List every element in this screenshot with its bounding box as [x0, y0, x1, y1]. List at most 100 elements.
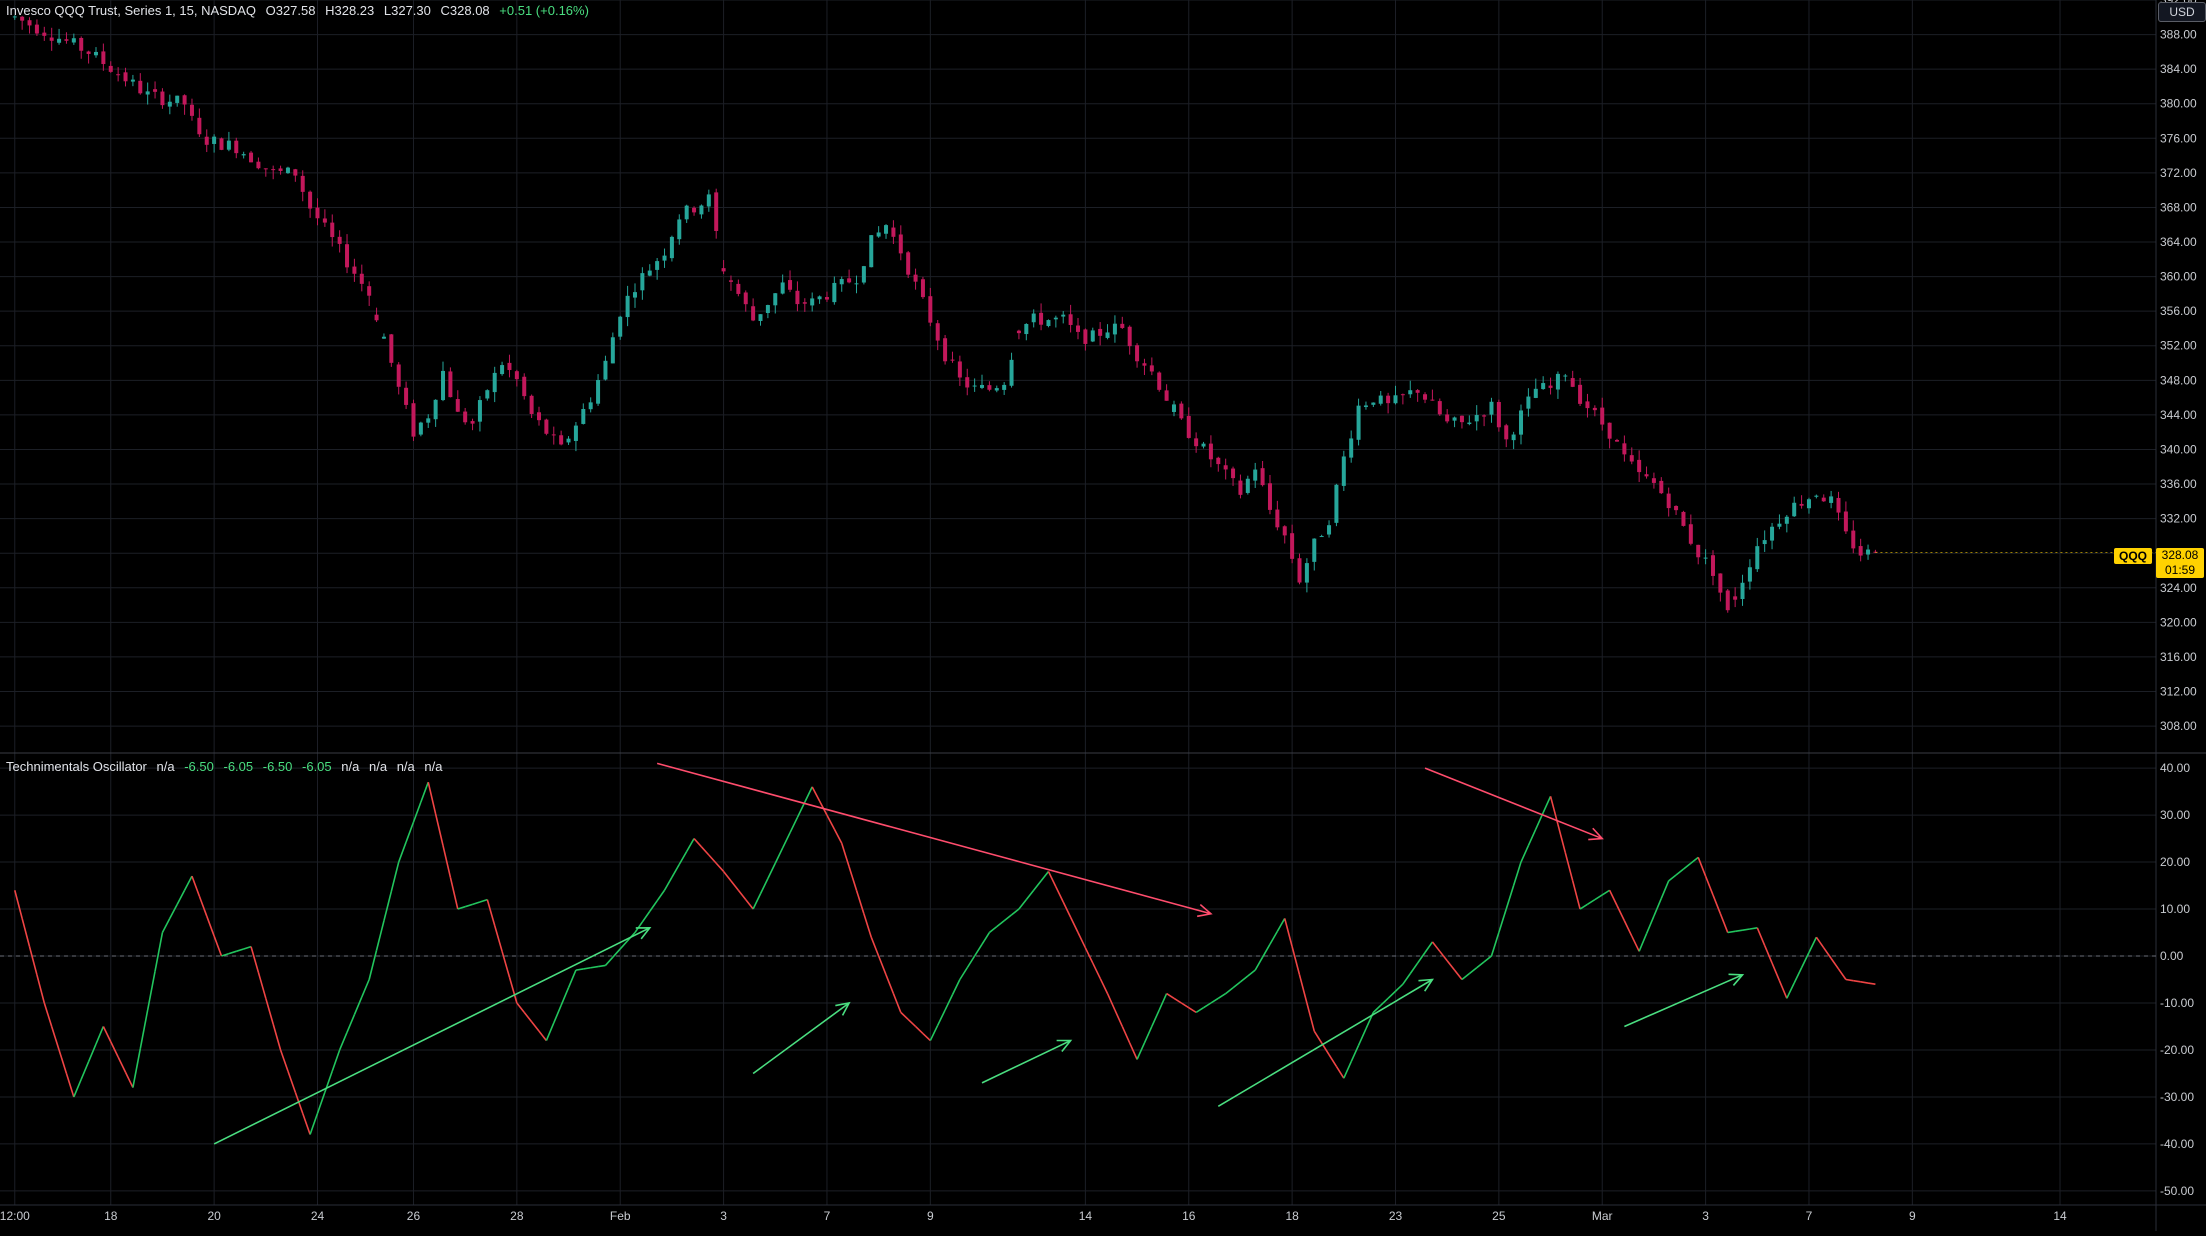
trend-arrow[interactable]: [213, 927, 651, 1145]
oscillator-line-segment: [685, 838, 695, 852]
oscillator-line-segment: [1062, 901, 1072, 918]
candle-body: [116, 74, 121, 76]
time-tick-label: 26: [407, 1209, 421, 1223]
candle-body: [226, 140, 231, 150]
candle-body: [662, 255, 667, 261]
oscillator-line-segment: [597, 964, 606, 968]
oscillator-line-segment: [169, 903, 178, 919]
candle-body: [1703, 557, 1708, 559]
oscillator-name[interactable]: Technimentals Oscillator: [6, 759, 147, 774]
oscillator-line-segment: [1756, 927, 1766, 946]
currency-button[interactable]: USD: [2158, 2, 2206, 22]
candle-body: [1445, 414, 1450, 422]
candle-body: [1186, 415, 1191, 438]
oscillator-line-segment: [1114, 1009, 1124, 1027]
oscillator-line-segment: [1697, 857, 1707, 877]
oscillator-line-segment: [1453, 969, 1463, 980]
candle-body: [1799, 503, 1804, 506]
oscillator-line-segment: [966, 955, 976, 969]
candle-body: [1592, 407, 1597, 411]
candle-body: [1171, 404, 1176, 412]
oscillator-line-segment: [656, 889, 666, 902]
oscillator-line-segment: [1047, 871, 1057, 888]
oscillator-line-segment: [583, 966, 591, 970]
candle-body: [234, 140, 239, 154]
oscillator-line-segment: [1557, 824, 1567, 853]
candle-body: [463, 411, 468, 423]
candle-body: [1836, 497, 1841, 513]
candle-body: [1526, 396, 1531, 409]
oscillator-line-segment: [1823, 947, 1832, 959]
oscillator-line-segment: [951, 979, 961, 996]
oscillator-line-segment: [486, 899, 496, 926]
oscillator-line-segment: [442, 845, 452, 878]
time-tick-label: 14: [2053, 1209, 2067, 1223]
candle-body: [204, 136, 209, 145]
oscillator-line-segment: [1498, 908, 1508, 933]
candle-body: [537, 412, 541, 421]
candle-body: [1622, 443, 1627, 455]
oscillator-line-segment: [936, 1009, 946, 1026]
trend-arrow[interactable]: [1624, 974, 1743, 1028]
candle-body: [1378, 395, 1383, 404]
trend-arrow[interactable]: [981, 1039, 1071, 1084]
candle-body: [1312, 538, 1317, 562]
candle-body: [145, 91, 150, 95]
oscillator-line-segment: [80, 1061, 90, 1080]
oscillator-line-segment: [1830, 957, 1840, 970]
candle-body: [1600, 407, 1605, 425]
oscillator-line-segment: [1631, 935, 1640, 952]
oscillator-line-segment: [833, 828, 843, 844]
oscillator-line-segment: [272, 1023, 282, 1051]
oscillator-line-segment: [250, 946, 260, 973]
oscillator-line-segment: [1424, 941, 1434, 953]
oscillator-line-segment: [1084, 947, 1094, 964]
candle-body: [1024, 323, 1029, 335]
trend-arrow[interactable]: [656, 762, 1212, 915]
trend-arrow[interactable]: [1424, 767, 1603, 840]
oscillator-line-segment: [1225, 987, 1234, 995]
candle-body: [300, 175, 305, 192]
trend-arrow[interactable]: [752, 1002, 850, 1075]
trend-arrow[interactable]: [1217, 978, 1433, 1108]
oscillator-line-segment: [21, 918, 31, 947]
candle-body: [1098, 328, 1103, 336]
oscillator-line-segment: [826, 814, 836, 830]
oscillator-line-segment: [1608, 889, 1618, 906]
oscillator-line-segment: [545, 1022, 555, 1041]
trend-arrow-head: [1196, 903, 1213, 918]
candle-body: [1105, 332, 1110, 338]
oscillator-line-segment: [472, 901, 481, 906]
oscillator-line-segment: [1298, 974, 1308, 1004]
candle-body: [699, 205, 704, 215]
oscillator-line-segment: [523, 1011, 533, 1023]
oscillator-line-segment: [804, 786, 813, 803]
oscillator-line-segment: [619, 940, 629, 950]
oscillator-line-segment: [1638, 933, 1648, 952]
candle-body: [396, 364, 401, 387]
symbol-title[interactable]: Invesco QQQ Trust, Series 1, 15, NASDAQ: [6, 3, 256, 18]
price-tick-label: 316.00: [2160, 650, 2197, 664]
candle-body: [920, 279, 925, 298]
oscillator-line-segment: [375, 920, 385, 951]
candle-body: [751, 306, 756, 321]
candle-body: [455, 399, 460, 412]
oscillator-line-segment: [855, 889, 865, 914]
oscillator-line-segment: [745, 899, 754, 910]
oscillator-line-segment: [1306, 1002, 1316, 1032]
candle-body: [1777, 523, 1782, 527]
candle-body: [928, 296, 933, 323]
oscillator-line-segment: [915, 1025, 924, 1035]
oscillator-line-segment: [1188, 1007, 1197, 1014]
oscillator-line-segment: [922, 1032, 931, 1042]
osc-tick-label: -30.00: [2160, 1090, 2194, 1104]
candle-body: [935, 323, 940, 341]
oscillator-line-segment: [457, 905, 466, 910]
candle-body: [618, 316, 623, 337]
oscillator-line-segment: [1749, 927, 1758, 930]
candle-body: [308, 191, 313, 209]
oscillator-line-segment: [479, 898, 488, 903]
oscillator-line-segment: [110, 1041, 119, 1058]
